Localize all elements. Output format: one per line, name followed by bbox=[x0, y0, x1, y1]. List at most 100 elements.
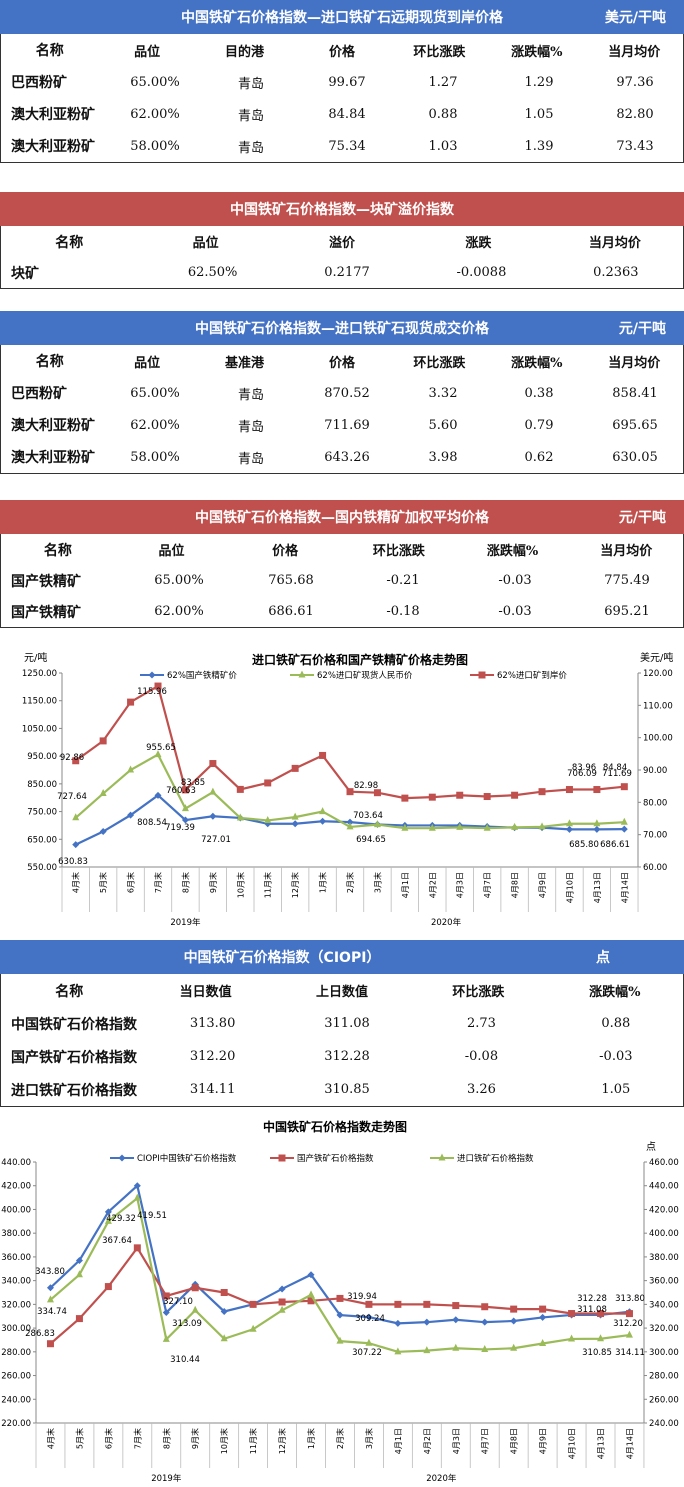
series-marker bbox=[394, 1319, 402, 1327]
y-tick-label: 280.00 bbox=[1, 1348, 31, 1358]
table-header: 中国铁矿石价格指数—国内铁精矿加权平均价格 元/干吨 bbox=[0, 500, 684, 534]
series-marker bbox=[133, 1193, 141, 1201]
y-tick-label: 340.00 bbox=[1, 1277, 31, 1287]
legend-label: 62%国产铁精矿价 bbox=[167, 670, 237, 681]
series-marker bbox=[220, 1307, 228, 1315]
series-marker bbox=[209, 812, 217, 820]
series-marker bbox=[162, 1292, 170, 1300]
series-line bbox=[49, 1196, 630, 1353]
table-cell: -0.03 bbox=[498, 573, 532, 588]
series-marker bbox=[307, 1290, 315, 1298]
y-tick-label: 850.00 bbox=[27, 780, 57, 790]
series-marker bbox=[593, 786, 601, 794]
x-tick-label: 9月末 bbox=[208, 872, 218, 893]
data-label: 84.84 bbox=[603, 763, 627, 773]
table-row: 巴西粉矿 65.00% 青岛 99.67 1.27 1.29 97.36 bbox=[1, 66, 683, 98]
series-marker bbox=[154, 750, 162, 758]
table-row: 澳大利亚粉矿 58.00% 青岛 75.34 1.03 1.39 73.43 bbox=[1, 130, 683, 162]
series-marker bbox=[264, 779, 272, 787]
series-marker bbox=[127, 698, 135, 706]
table-cell: -0.21 bbox=[386, 573, 420, 588]
x-tick-label: 3月末 bbox=[364, 1428, 374, 1449]
table-cell: 310.85 bbox=[324, 1082, 370, 1097]
year-label: 2020年 bbox=[426, 1473, 457, 1484]
domestic-concentrate-table: 中国铁矿石价格指数—国内铁精矿加权平均价格 元/干吨 名称 品位 价格 环比涨跌 涨跌幅… bbox=[0, 500, 684, 628]
table-cell: 62.50% bbox=[187, 265, 238, 280]
column-header: 涨跌 bbox=[465, 236, 492, 251]
x-tick-label: 4月3日 bbox=[452, 1428, 461, 1454]
data-label: 429.32 bbox=[106, 1214, 136, 1224]
table-cell: 75.34 bbox=[328, 138, 366, 154]
table-row: 国产铁精矿 62.00% 686.61 -0.18 -0.03 695.21 bbox=[1, 596, 683, 627]
y-tick-label-right: 90.00 bbox=[643, 766, 667, 776]
table-cell: -0.03 bbox=[498, 604, 532, 619]
x-tick-label: 2月末 bbox=[345, 872, 355, 893]
column-header: 上日数值 bbox=[316, 985, 369, 1000]
data-label: 630.83 bbox=[58, 857, 88, 867]
data-label: 327.10 bbox=[163, 1297, 193, 1307]
x-tick-label: 4月末 bbox=[71, 872, 81, 893]
ciopi-trend-chart: 中国铁矿石价格指数走势图 220.00 240.00 260.00 280.00 300.… bbox=[1, 1119, 679, 1484]
series-marker bbox=[162, 1334, 170, 1342]
data-label: 307.22 bbox=[352, 1348, 382, 1358]
column-header: 环比涨跌 bbox=[413, 44, 466, 60]
series-marker bbox=[307, 1271, 315, 1279]
series-marker bbox=[478, 671, 486, 679]
series-marker bbox=[423, 1346, 431, 1354]
legend-label: 62%进口矿现货人民币价 bbox=[317, 670, 413, 681]
data-label: 334.74 bbox=[37, 1307, 67, 1317]
data-label: 115.96 bbox=[137, 687, 167, 697]
series-marker bbox=[319, 807, 327, 815]
series-marker bbox=[597, 1334, 605, 1342]
table-cell: 765.68 bbox=[268, 573, 314, 588]
series-marker bbox=[191, 1284, 199, 1292]
series-marker bbox=[336, 1336, 344, 1344]
column-header: 价格 bbox=[328, 355, 355, 371]
x-tick-label: 11月末 bbox=[263, 872, 273, 898]
y-tick-label-right: 400.00 bbox=[649, 1229, 679, 1239]
table-cell: 0.62 bbox=[524, 449, 554, 465]
data-label: 419.51 bbox=[137, 1211, 167, 1221]
data-label: 367.64 bbox=[102, 1236, 132, 1246]
column-header: 价格 bbox=[328, 44, 355, 60]
y-tick-label-right: 300.00 bbox=[649, 1348, 679, 1358]
data-label: 312.28 bbox=[577, 1294, 607, 1304]
x-tick-label: 4月末 bbox=[45, 1428, 55, 1449]
table-cell: 0.88 bbox=[428, 106, 458, 122]
series-marker bbox=[394, 1300, 402, 1308]
series-marker bbox=[481, 1344, 489, 1352]
x-tick-label: 4月14日 bbox=[625, 1428, 634, 1459]
data-label: 82.98 bbox=[354, 781, 378, 791]
series-marker bbox=[483, 823, 491, 831]
series-marker bbox=[181, 816, 189, 824]
series-marker bbox=[625, 1330, 633, 1338]
y-tick-label-right: 120.00 bbox=[643, 669, 673, 679]
table-cell: 711.69 bbox=[324, 417, 370, 433]
table-cell: 73.43 bbox=[616, 138, 654, 154]
series-marker bbox=[46, 1340, 54, 1348]
table-cell: 314.11 bbox=[189, 1082, 236, 1097]
table-cell: 3.32 bbox=[428, 385, 458, 401]
series-marker bbox=[565, 819, 573, 827]
series-marker bbox=[72, 813, 80, 821]
x-tick-label: 6月末 bbox=[126, 872, 136, 893]
series-marker bbox=[401, 823, 409, 831]
data-label: 313.09 bbox=[172, 1319, 202, 1329]
series-marker bbox=[620, 783, 628, 791]
table-cell: 62.00% bbox=[154, 604, 204, 619]
x-tick-label: 11月末 bbox=[248, 1428, 258, 1454]
series-marker bbox=[46, 1284, 54, 1292]
column-header: 品位 bbox=[134, 44, 161, 60]
x-tick-label: 5月末 bbox=[74, 1428, 84, 1449]
series-marker bbox=[365, 1313, 373, 1321]
series-marker bbox=[539, 1313, 547, 1321]
table-unit: 美元/干吨 bbox=[604, 10, 666, 26]
series-marker bbox=[291, 820, 299, 828]
lump-premium-table: 中国铁矿石价格指数—块矿溢价指数 名称 品位 溢价 涨跌 当月均价 块矿 62.50% 0.2… bbox=[0, 192, 684, 289]
series-marker bbox=[346, 818, 354, 826]
series-marker bbox=[209, 760, 217, 768]
x-tick-label: 4月3日 bbox=[456, 872, 465, 898]
table-cell: 97.36 bbox=[616, 74, 654, 90]
table-cell: 0.38 bbox=[524, 385, 554, 401]
y-tick-label-right: 320.00 bbox=[649, 1324, 679, 1334]
